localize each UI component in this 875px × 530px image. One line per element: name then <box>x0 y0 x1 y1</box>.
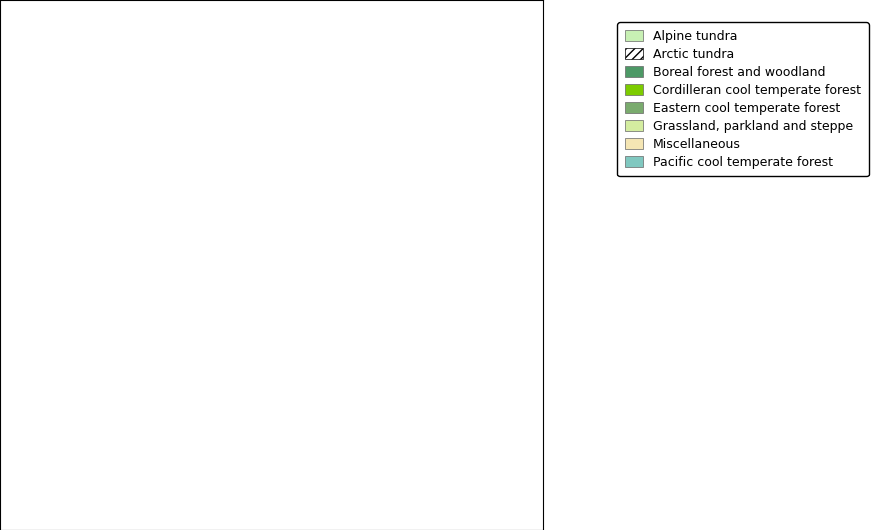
Legend: Alpine tundra, Arctic tundra, Boreal forest and woodland, Cordilleran cool tempe: Alpine tundra, Arctic tundra, Boreal for… <box>617 22 869 176</box>
